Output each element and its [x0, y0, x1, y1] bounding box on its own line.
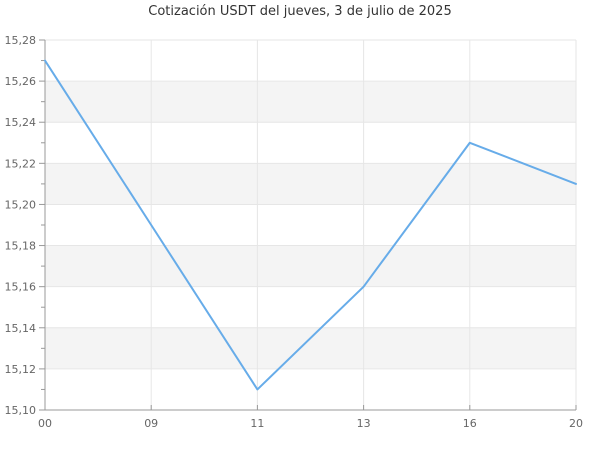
y-axis-label: 15,18 [5, 240, 37, 253]
chart-title: Cotización USDT del jueves, 3 de julio d… [148, 4, 452, 19]
y-axis-label: 15,16 [5, 281, 37, 294]
y-axis-label: 15,12 [5, 363, 37, 376]
x-axis-label: 13 [357, 417, 371, 430]
y-axis-label: 15,14 [5, 322, 37, 335]
y-axis-label: 15,28 [5, 34, 37, 47]
y-axis-label: 15,22 [5, 157, 37, 170]
x-axis-label: 09 [144, 417, 158, 430]
alternating-band [45, 245, 576, 287]
alternating-band [45, 327, 576, 369]
x-axis-label: 00 [38, 417, 52, 430]
x-axis-label: 16 [463, 417, 477, 430]
series-line[interactable] [44, 59, 577, 391]
y-axis-label: 15,24 [5, 116, 37, 129]
y-axis-label: 15,26 [5, 75, 37, 88]
x-axis-label: 11 [250, 417, 264, 430]
alternating-band [45, 81, 576, 123]
y-axis-label: 15,10 [5, 404, 37, 417]
x-axis-label: 20 [569, 417, 583, 430]
y-axis-label: 15,20 [5, 198, 37, 211]
